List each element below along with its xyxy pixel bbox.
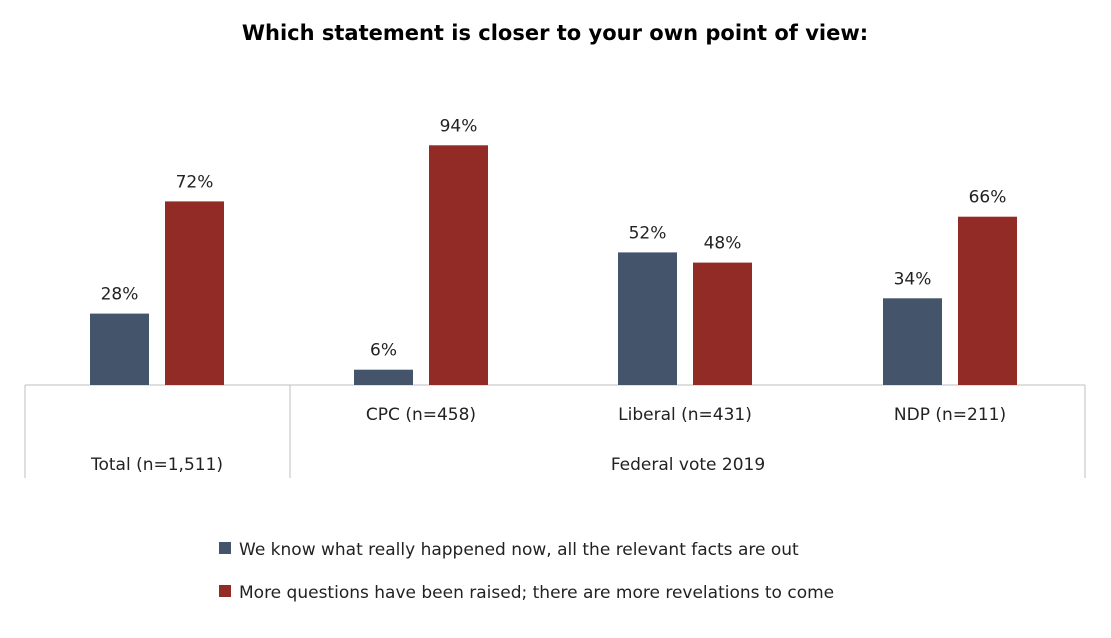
bar-series-2-cat-4	[958, 216, 1017, 385]
group-label-federal-vote: Federal vote 2019	[611, 455, 765, 475]
legend-label-series-1: We know what really happened now, all th…	[239, 540, 799, 560]
value-label-series-1-cat-3: 52%	[629, 223, 667, 243]
bar-series-1-cat-2	[354, 369, 413, 385]
category-label-2: CPC (n=458)	[366, 405, 476, 425]
value-label-series-2-cat-4: 66%	[969, 188, 1007, 208]
bar-series-2-cat-1	[165, 201, 224, 385]
bar-series-2-cat-3	[693, 262, 752, 385]
chart-title: Which statement is closer to your own po…	[242, 21, 868, 45]
category-label-3: Liberal (n=431)	[618, 405, 752, 425]
category-label-1: Total (n=1,511)	[90, 455, 223, 475]
value-label-series-1-cat-4: 34%	[894, 269, 932, 289]
legend-label-series-2: More questions have been raised; there a…	[239, 583, 834, 603]
value-label-series-2-cat-2: 94%	[440, 116, 478, 136]
bar-series-1-cat-3	[618, 252, 677, 385]
value-label-series-2-cat-1: 72%	[176, 172, 214, 192]
value-label-series-1-cat-2: 6%	[370, 341, 397, 361]
bar-series-1-cat-4	[883, 298, 942, 385]
category-label-4: NDP (n=211)	[894, 405, 1006, 425]
bar-series-2-cat-2	[429, 145, 488, 385]
value-label-series-2-cat-3: 48%	[704, 234, 742, 254]
legend-swatch-series-2	[219, 585, 231, 597]
legend-swatch-series-1	[219, 542, 231, 554]
value-label-series-1-cat-1: 28%	[101, 285, 139, 305]
bar-series-1-cat-1	[90, 313, 149, 385]
